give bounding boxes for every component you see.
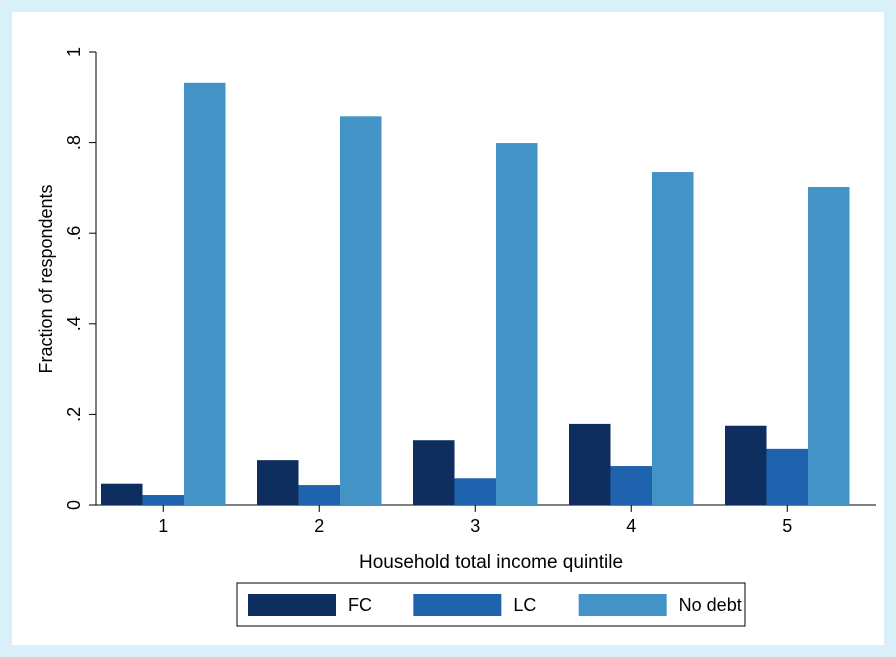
x-tick-label: 4 bbox=[626, 516, 636, 536]
legend-label-no-debt: No debt bbox=[679, 595, 742, 615]
bar-lc-q5 bbox=[766, 448, 808, 505]
y-tick-label: 1 bbox=[64, 47, 84, 57]
bar-lc-q1 bbox=[142, 495, 184, 505]
bar-lc-q4 bbox=[610, 466, 652, 505]
bar-no-debt-q3 bbox=[496, 143, 538, 506]
ticks: 0 .2 .4 .6 .8 1 1 2 3 4 5 bbox=[64, 47, 792, 536]
bar-fc-q4 bbox=[569, 423, 611, 505]
bar-fc-q2 bbox=[257, 460, 299, 505]
bar-no-debt-q2 bbox=[340, 116, 382, 506]
bar-fc-q1 bbox=[101, 483, 143, 505]
x-tick-label: 1 bbox=[158, 516, 168, 536]
bar-no-debt-q5 bbox=[808, 186, 850, 505]
x-tick-label: 5 bbox=[782, 516, 792, 536]
legend-swatch-lc bbox=[413, 594, 502, 616]
legend-swatch-no-debt bbox=[578, 594, 667, 616]
x-axis-label: Household total income quintile bbox=[359, 552, 623, 573]
bars bbox=[101, 82, 850, 506]
bar-chart: 0.2.4.6.811 2 3 4 5 Fraction of respondents … bbox=[36, 47, 876, 627]
legend-swatch-fc bbox=[248, 594, 336, 616]
x-tick-label: 2 bbox=[314, 516, 324, 536]
bar-lc-q2 bbox=[298, 485, 340, 505]
chart-frame: 0.2.4.6.8 1 1 2 3 4 5 Fraction of respondents … bbox=[12, 12, 884, 645]
bar-lc-q3 bbox=[454, 478, 496, 505]
y-tick-label: .2 bbox=[64, 407, 84, 422]
legend-label-fc: FC bbox=[348, 595, 372, 615]
legend-label-lc: LC bbox=[513, 595, 536, 615]
bar-fc-q3 bbox=[413, 440, 455, 505]
y-tick-label: .8 bbox=[64, 135, 84, 150]
y-tick-label: .6 bbox=[64, 226, 84, 241]
x-tick-label: 3 bbox=[470, 516, 480, 536]
bar-no-debt-q4 bbox=[652, 172, 694, 506]
y-axis-label: Fraction of respondents bbox=[36, 184, 56, 373]
bar-fc-q5 bbox=[725, 425, 767, 505]
bar-no-debt-q1 bbox=[184, 82, 226, 505]
legend: FC LC No debt bbox=[236, 582, 746, 627]
y-tick-label: 0 bbox=[64, 500, 84, 510]
y-tick-label: .4 bbox=[64, 316, 84, 331]
